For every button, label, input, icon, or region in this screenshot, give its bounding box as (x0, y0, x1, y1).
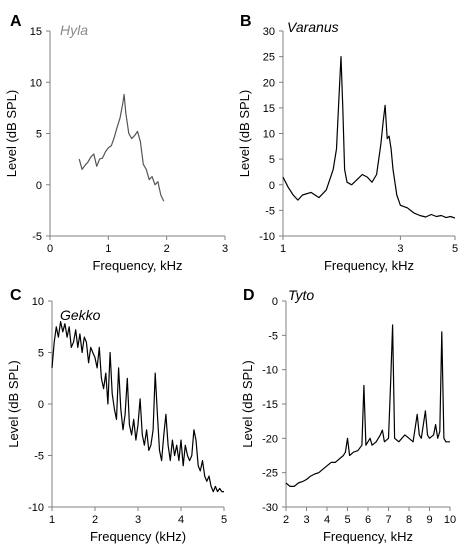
chart-b: -10 -5 0 5 10 15 20 25 30 1 3 5 Frequency, kHz Level … (237, 13, 458, 273)
chart-d-y-tick-label: -30 (262, 502, 278, 514)
chart-d-panel-letter: D (243, 287, 255, 304)
chart-d-y-tick-label: -15 (262, 399, 278, 411)
chart-d-title: Tyto (288, 287, 314, 303)
chart-c-x-tick-label: 2 (92, 514, 98, 526)
chart-a: -5 0 5 10 15 0 1 2 3 Frequency, kHz Level (dB SPL)… (4, 13, 228, 273)
chart-a-title: Hyla (60, 22, 88, 38)
chart-d-x-tick-label: 7 (385, 514, 391, 526)
chart-c-x-tick-label: 1 (49, 514, 55, 526)
chart-b-x-tick-label: 5 (452, 243, 458, 255)
chart-a-y-axis-label: Level (dB SPL) (4, 90, 19, 177)
chart-c-panel-letter: C (10, 287, 22, 304)
chart-c-y-tick-label: 5 (38, 348, 44, 360)
chart-d-x-tick-label: 2 (283, 514, 289, 526)
chart-d-x-tick-label: 9 (426, 514, 432, 526)
chart-b-y-tick-label: 15 (263, 103, 275, 115)
chart-a-x-axis-label: Frequency, kHz (92, 258, 182, 273)
chart-d-x-tick-label: 3 (303, 514, 309, 526)
chart-c-y-axis-label: Level (dB SPL) (6, 360, 21, 447)
chart-b-y-tick-label: 5 (269, 154, 275, 166)
chart-d-y-tick-label: -10 (262, 365, 278, 377)
chart-c-x-tick-label: 5 (221, 514, 227, 526)
chart-b-series-line (282, 55, 456, 219)
chart-a-y-tick-label: 0 (36, 180, 42, 192)
chart-d-y-tick-label: 0 (272, 296, 278, 308)
chart-c-series-line (51, 321, 224, 493)
chart-c-x-tick-label: 4 (178, 514, 184, 526)
chart-a-x-tick-label: 3 (222, 243, 228, 255)
chart-b-title: Varanus (287, 19, 339, 35)
chart-a-y-tick-label: 15 (30, 26, 42, 38)
chart-a-y-tick-label: -5 (32, 231, 42, 243)
chart-c-y-tick-label: 10 (32, 296, 44, 308)
chart-d-y-tick-label: -25 (262, 468, 278, 480)
chart-c-y-tick-label: -5 (34, 451, 44, 463)
chart-b-y-tick-label: 30 (263, 26, 275, 38)
chart-d-y-tick-label: -5 (268, 330, 278, 342)
chart-c-x-tick-label: 3 (135, 514, 141, 526)
chart-d-series-line (285, 324, 450, 487)
chart-c-x-axis-label: Frequency (kHz) (90, 529, 186, 544)
chart-d-x-tick-label: 4 (324, 514, 330, 526)
chart-d-x-axis-label: Frequency, kHz (323, 529, 413, 544)
chart-b-y-tick-label: 25 (263, 52, 275, 64)
chart-b-x-axis-label: Frequency, kHz (324, 258, 414, 273)
chart-b-y-axis-label: Level (dB SPL) (237, 90, 252, 177)
chart-d-y-tick-label: -20 (262, 433, 278, 445)
chart-c: -10 -5 0 5 10 1 2 3 4 5 Frequency (kHz) Level (dB S… (6, 287, 227, 544)
chart-a-x-tick-label: 2 (164, 243, 170, 255)
chart-c-y-tick-label: -10 (28, 502, 44, 514)
chart-c-y-tick-label: 0 (38, 399, 44, 411)
chart-b-y-tick-label: -10 (259, 231, 275, 243)
chart-a-x-tick-label: 1 (105, 243, 111, 255)
chart-b-y-tick-label: 20 (263, 77, 275, 89)
chart-a-series-line (78, 93, 165, 202)
chart-b-y-tick-label: 0 (269, 180, 275, 192)
chart-b-y-tick-label: 10 (263, 129, 275, 141)
chart-b-panel-letter: B (240, 13, 252, 30)
chart-d-x-tick-label: 10 (444, 514, 456, 526)
chart-a-x-tick-label: 0 (47, 243, 53, 255)
chart-b-x-tick-label: 3 (397, 243, 403, 255)
chart-d-y-axis-label: Level (dB SPL) (240, 360, 255, 447)
chart-d-x-tick-label: 8 (406, 514, 412, 526)
chart-d-x-tick-label: 6 (365, 514, 371, 526)
chart-d: -30 -25 -20 -15 -10 -5 0 2 3 4 5 6 7 8 9 10 Frequency, k… (240, 287, 456, 544)
chart-a-y-tick-label: 10 (30, 77, 42, 89)
chart-a-y-tick-label: 5 (36, 129, 42, 141)
chart-b-x-tick-label: 1 (280, 243, 286, 255)
chart-b-y-tick-label: -5 (265, 205, 275, 217)
chart-c-title: Gekko (60, 307, 101, 323)
chart-a-panel-letter: A (10, 13, 22, 30)
chart-d-x-tick-label: 5 (344, 514, 350, 526)
